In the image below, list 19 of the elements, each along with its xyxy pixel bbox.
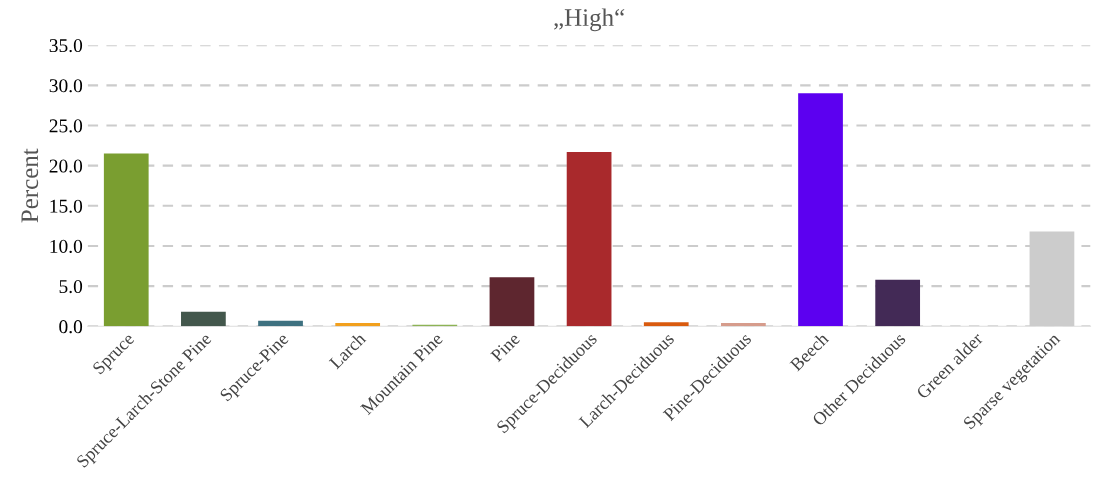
bar (103, 153, 149, 327)
bar (875, 279, 921, 327)
y-tick-label: 30.0 (49, 79, 83, 93)
bar (798, 93, 843, 327)
bar (181, 311, 226, 327)
y-tick-label: 15.0 (50, 199, 83, 213)
y-tick-label: 20.0 (49, 159, 83, 173)
bar (643, 322, 689, 327)
chart-title: „High“ (554, 8, 625, 32)
y-tick-label: 5.0 (59, 279, 83, 294)
y-tick-label: 0.0 (59, 320, 83, 334)
y-tick-label: 25.0 (49, 119, 83, 133)
bar (721, 323, 766, 327)
y-tick-label: 35.0 (49, 39, 83, 53)
bar (566, 152, 612, 327)
y-tick-label: 10.0 (50, 239, 83, 253)
bar (335, 323, 381, 327)
bar (489, 277, 535, 327)
y-axis-title: Percent (21, 148, 39, 223)
